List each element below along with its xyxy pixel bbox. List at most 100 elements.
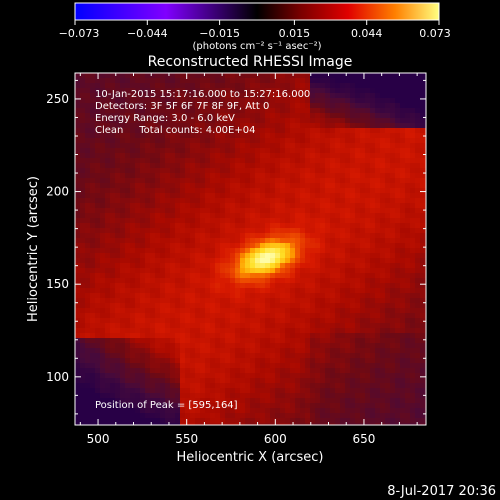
heatmap-pixel (85, 293, 90, 298)
heatmap-pixel (325, 148, 330, 153)
heatmap-pixel (125, 138, 130, 143)
heatmap-pixel (225, 73, 230, 78)
heatmap-pixel (295, 228, 300, 233)
heatmap-pixel (405, 258, 410, 263)
heatmap-pixel (160, 168, 165, 173)
heatmap-pixel (345, 153, 350, 158)
heatmap-pixel (225, 188, 230, 193)
heatmap-pixel (165, 148, 170, 153)
heatmap-pixel (275, 213, 280, 218)
heatmap-pixel (135, 168, 140, 173)
heatmap-pixel (305, 203, 310, 208)
heatmap-pixel (145, 278, 150, 283)
heatmap-pixel (255, 98, 260, 103)
heatmap-pixel (115, 348, 120, 353)
heatmap-pixel (245, 328, 250, 333)
heatmap-pixel (115, 278, 120, 283)
heatmap-pixel (265, 298, 270, 303)
heatmap-pixel (280, 373, 285, 378)
heatmap-pixel (345, 203, 350, 208)
heatmap-pixel (85, 323, 90, 328)
heatmap-pixel (415, 198, 420, 203)
heatmap-pixel (185, 198, 190, 203)
heatmap-pixel (345, 403, 350, 408)
heatmap-pixel (130, 378, 135, 383)
heatmap-pixel (400, 143, 405, 148)
heatmap-pixel (205, 333, 210, 338)
heatmap-pixel (350, 213, 355, 218)
heatmap-pixel (285, 118, 290, 123)
heatmap-pixel (85, 408, 90, 413)
heatmap-pixel (365, 323, 370, 328)
heatmap-pixel (130, 283, 135, 288)
heatmap-pixel (195, 113, 200, 118)
heatmap-pixel (215, 313, 220, 318)
heatmap-pixel (220, 98, 225, 103)
heatmap-pixel (220, 248, 225, 253)
heatmap-pixel (90, 178, 95, 183)
heatmap-pixel (415, 188, 420, 193)
heatmap-pixel (305, 183, 310, 188)
heatmap-pixel (110, 188, 115, 193)
heatmap-pixel (75, 413, 80, 418)
heatmap-pixel (345, 393, 350, 398)
heatmap-pixel (295, 278, 300, 283)
heatmap-pixel (325, 173, 330, 178)
heatmap-pixel (205, 338, 210, 343)
heatmap-pixel (155, 238, 160, 243)
heatmap-pixel (420, 258, 425, 263)
heatmap-pixel (130, 248, 135, 253)
heatmap-pixel (335, 413, 340, 418)
heatmap-pixel (315, 93, 320, 98)
heatmap-pixel (365, 253, 370, 258)
heatmap-pixel (245, 93, 250, 98)
heatmap-pixel (195, 188, 200, 193)
heatmap-pixel (165, 253, 170, 258)
heatmap-pixel (350, 78, 355, 83)
heatmap-pixel (95, 83, 100, 88)
heatmap-pixel (85, 93, 90, 98)
heatmap-pixel (345, 263, 350, 268)
heatmap-pixel (220, 383, 225, 388)
heatmap-pixel (385, 253, 390, 258)
heatmap-pixel (160, 73, 165, 78)
heatmap-pixel (135, 178, 140, 183)
heatmap-pixel (75, 243, 80, 248)
heatmap-pixel (390, 308, 395, 313)
heatmap-pixel (260, 283, 265, 288)
heatmap-pixel (155, 83, 160, 88)
heatmap-pixel (90, 373, 95, 378)
heatmap-pixel (265, 228, 270, 233)
heatmap-pixel (265, 248, 270, 253)
heatmap-pixel (255, 403, 260, 408)
heatmap-pixel (330, 223, 335, 228)
heatmap-pixel (150, 143, 155, 148)
heatmap-pixel (340, 358, 345, 363)
heatmap-pixel (130, 363, 135, 368)
heatmap-pixel (105, 403, 110, 408)
heatmap-pixel (150, 273, 155, 278)
heatmap-pixel (120, 198, 125, 203)
heatmap-pixel (210, 248, 215, 253)
heatmap-pixel (95, 258, 100, 263)
heatmap-pixel (325, 98, 330, 103)
heatmap-pixel (175, 298, 180, 303)
heatmap-pixel (355, 373, 360, 378)
heatmap-pixel (350, 343, 355, 348)
heatmap-pixel (150, 268, 155, 273)
heatmap-pixel (225, 178, 230, 183)
heatmap-pixel (255, 93, 260, 98)
heatmap-pixel (385, 268, 390, 273)
heatmap-pixel (125, 203, 130, 208)
heatmap-pixel (375, 233, 380, 238)
heatmap-pixel (355, 208, 360, 213)
heatmap-pixel (310, 238, 315, 243)
heatmap-pixel (405, 318, 410, 323)
heatmap-pixel (355, 203, 360, 208)
heatmap-pixel (135, 418, 140, 423)
heatmap-pixel (260, 78, 265, 83)
heatmap-pixel (285, 338, 290, 343)
heatmap-pixel (140, 148, 145, 153)
heatmap-pixel (110, 258, 115, 263)
heatmap-pixel (265, 343, 270, 348)
